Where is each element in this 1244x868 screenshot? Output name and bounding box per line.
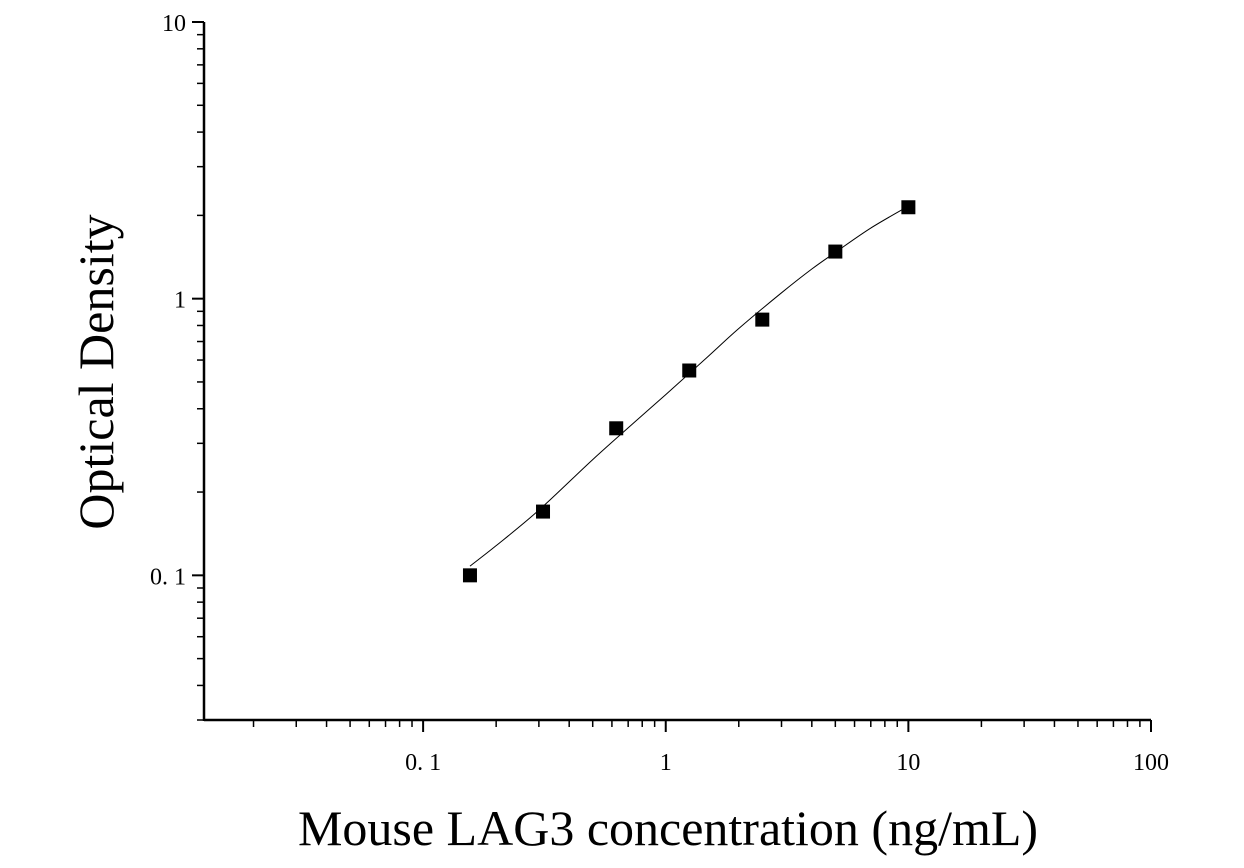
data-point (755, 312, 770, 327)
x-tick-label: 1 (660, 750, 672, 776)
fit-curve-line (469, 205, 909, 567)
data-point (682, 363, 697, 378)
x-tick-label: 0. 1 (405, 750, 441, 776)
x-axis-ticks (252, 720, 1152, 732)
x-tick-label: 10 (896, 750, 920, 776)
x-axis-title: Mouse LAG3 concentration (ng/mL) (298, 800, 1038, 856)
y-axis-title: Optical Density (68, 214, 124, 529)
y-tick-label: 0. 1 (150, 564, 186, 590)
x-axis-tick-labels: 0. 1 1 10 100 (405, 750, 1169, 776)
y-tick-label: 1 (174, 288, 186, 314)
y-axis-ticks (192, 21, 204, 721)
y-tick-label: 10 (162, 11, 186, 37)
data-point (828, 244, 843, 259)
axes (202, 22, 1151, 722)
data-point (536, 504, 551, 519)
x-tick-label: 100 (1133, 750, 1169, 776)
data-point (462, 568, 477, 583)
y-axis-tick-labels: 0. 1 1 10 (150, 11, 186, 590)
data-points (462, 200, 916, 583)
data-point (609, 421, 624, 436)
data-point (901, 200, 916, 215)
